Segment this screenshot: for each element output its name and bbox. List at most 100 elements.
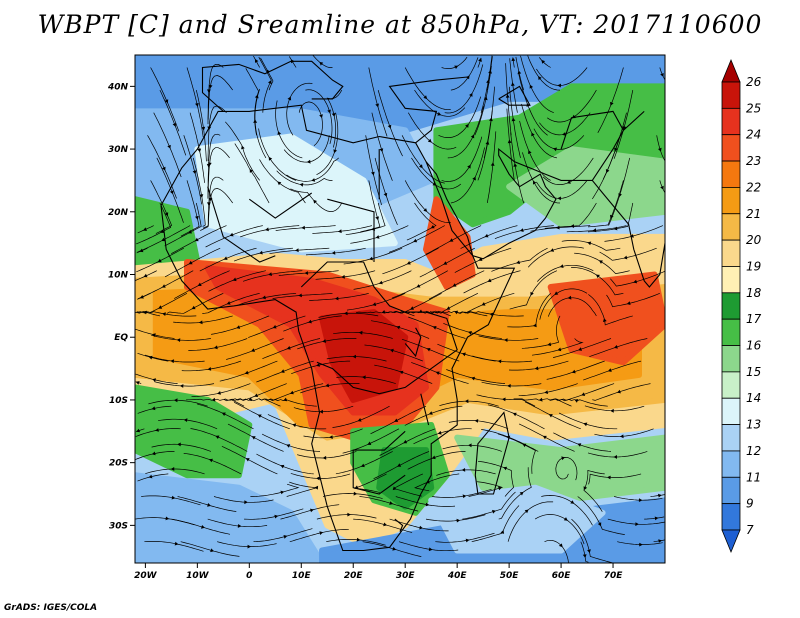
streamline <box>229 383 287 401</box>
streamline-arrow <box>464 399 469 404</box>
streamline-arrow <box>248 397 253 401</box>
streamline-arrow <box>283 397 288 402</box>
streamline-arrow <box>419 525 423 530</box>
streamline-arrow <box>501 397 506 402</box>
streamline <box>154 381 215 387</box>
streamline-arrow <box>587 549 591 554</box>
streamline <box>291 360 351 375</box>
streamline <box>202 292 260 314</box>
streamline-arrow <box>287 96 292 101</box>
streamline-arrow <box>392 546 397 551</box>
streamline <box>303 428 363 439</box>
streamline-arrow <box>241 145 245 150</box>
streamline-arrow <box>371 171 375 176</box>
streamline <box>221 445 278 475</box>
streamline <box>195 90 207 162</box>
streamline <box>151 443 212 452</box>
streamline <box>487 404 545 430</box>
streamline <box>250 483 300 497</box>
streamline-arrow <box>538 397 543 402</box>
streamline-arrow <box>375 103 379 108</box>
streamline-arrow <box>410 306 414 310</box>
streamline <box>262 338 321 360</box>
colorbar-swatch <box>721 318 741 346</box>
streamline <box>392 473 424 497</box>
streamline <box>471 505 520 543</box>
streamline-arrow <box>289 390 294 395</box>
streamline <box>256 360 314 383</box>
streamline-arrow <box>392 486 397 491</box>
streamline-arrow <box>428 547 433 552</box>
streamline <box>566 225 627 233</box>
streamline <box>478 335 539 341</box>
streamline <box>486 131 497 204</box>
streamline-arrow <box>139 248 144 253</box>
streamline <box>283 135 330 163</box>
streamline <box>153 112 182 178</box>
streamline-arrow <box>375 216 379 221</box>
streamline-arrow <box>610 408 614 413</box>
streamline-arrow <box>623 255 628 260</box>
streamline <box>242 270 303 282</box>
streamline-arrow <box>268 272 272 276</box>
streamline <box>395 496 456 507</box>
streamline-arrow <box>316 476 320 481</box>
streamline <box>411 157 462 190</box>
colorbar-swatch <box>721 476 741 505</box>
streamline <box>219 360 278 382</box>
streamline-arrow <box>607 475 611 480</box>
streamline-arrow <box>192 170 197 175</box>
streamline <box>208 270 266 292</box>
streamline-arrow <box>427 138 432 143</box>
streamline <box>404 67 451 111</box>
streamline-arrow <box>489 117 493 122</box>
colorbar: 26 25 24 23 22 21 20 19 18 17 16 15 14 13 12 11 9 7 <box>721 58 762 554</box>
streamline-arrow <box>375 235 380 239</box>
streamline-arrow <box>197 148 202 153</box>
colorbar-level-label: 24 <box>746 128 761 142</box>
streamline <box>350 225 409 244</box>
streamline-arrow <box>507 139 512 144</box>
streamline-arrow <box>462 494 467 499</box>
streamline <box>388 225 445 253</box>
colorbar-swatch <box>721 397 741 425</box>
field-region <box>135 384 253 479</box>
streamline <box>407 451 466 470</box>
field-region <box>454 434 665 504</box>
streamline <box>414 473 460 492</box>
streamline-arrow <box>533 180 537 185</box>
streamline-arrow <box>244 370 249 375</box>
streamline <box>580 541 589 563</box>
coastline-segment <box>201 60 344 112</box>
colorbar-swatch <box>721 160 741 188</box>
lat-tick-label: EQ <box>114 333 128 343</box>
streamline <box>536 67 588 86</box>
streamline-arrow <box>529 84 534 89</box>
streamline <box>537 264 594 282</box>
streamline-arrow <box>423 95 428 100</box>
streamline <box>164 202 202 247</box>
streamline <box>177 496 237 512</box>
streamline <box>389 518 449 532</box>
streamline-arrow <box>524 509 529 514</box>
streamline <box>286 157 339 182</box>
streamline-arrow <box>658 147 662 152</box>
streamline-arrow <box>208 197 213 202</box>
streamline-arrow <box>143 310 148 315</box>
streamline <box>336 376 396 384</box>
streamline <box>267 414 327 430</box>
streamline <box>174 270 230 299</box>
streamline-arrow <box>173 398 178 403</box>
streamline-arrow <box>191 305 196 310</box>
lat-tick-label: 30N <box>108 145 129 155</box>
colorbar-swatch <box>721 134 741 162</box>
streamline <box>318 312 379 318</box>
streamline-arrow <box>555 225 560 230</box>
streamline <box>494 225 554 240</box>
streamline-arrow <box>162 166 166 171</box>
streamline-arrow <box>511 117 516 122</box>
streamline-arrow <box>620 434 624 439</box>
streamline <box>439 400 499 407</box>
streamline-arrow <box>311 178 316 182</box>
streamline-arrow <box>538 76 542 81</box>
